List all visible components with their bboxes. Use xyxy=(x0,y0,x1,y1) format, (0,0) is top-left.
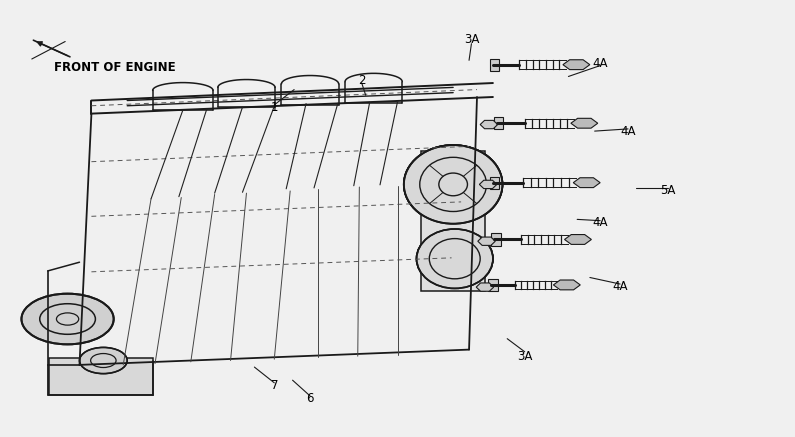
Text: 1: 1 xyxy=(270,101,278,114)
Text: 4A: 4A xyxy=(612,280,628,293)
Polygon shape xyxy=(476,283,494,291)
Bar xyxy=(490,177,499,189)
FancyBboxPatch shape xyxy=(49,358,153,395)
Text: 3A: 3A xyxy=(463,33,479,46)
Bar xyxy=(488,279,498,291)
Text: 6: 6 xyxy=(306,392,314,405)
Text: 4A: 4A xyxy=(620,125,636,138)
Ellipse shape xyxy=(80,347,127,374)
Text: 4A: 4A xyxy=(592,57,608,70)
Bar xyxy=(494,117,503,129)
Text: 7: 7 xyxy=(270,379,278,392)
Text: 2: 2 xyxy=(358,74,366,87)
Ellipse shape xyxy=(417,229,493,288)
Polygon shape xyxy=(480,120,498,129)
Bar xyxy=(490,59,499,71)
Polygon shape xyxy=(573,178,600,187)
Bar xyxy=(491,233,501,246)
Polygon shape xyxy=(571,118,598,128)
Ellipse shape xyxy=(417,229,493,288)
Polygon shape xyxy=(563,60,590,69)
Polygon shape xyxy=(553,280,580,290)
Text: FRONT OF ENGINE: FRONT OF ENGINE xyxy=(54,61,176,74)
Text: 5A: 5A xyxy=(660,184,676,197)
Polygon shape xyxy=(479,180,497,189)
Ellipse shape xyxy=(404,145,502,224)
Ellipse shape xyxy=(21,294,114,344)
FancyBboxPatch shape xyxy=(421,151,485,291)
Text: 4A: 4A xyxy=(592,216,608,229)
Text: 3A: 3A xyxy=(517,350,533,363)
Ellipse shape xyxy=(404,145,502,224)
Polygon shape xyxy=(478,237,495,246)
Polygon shape xyxy=(564,235,591,244)
